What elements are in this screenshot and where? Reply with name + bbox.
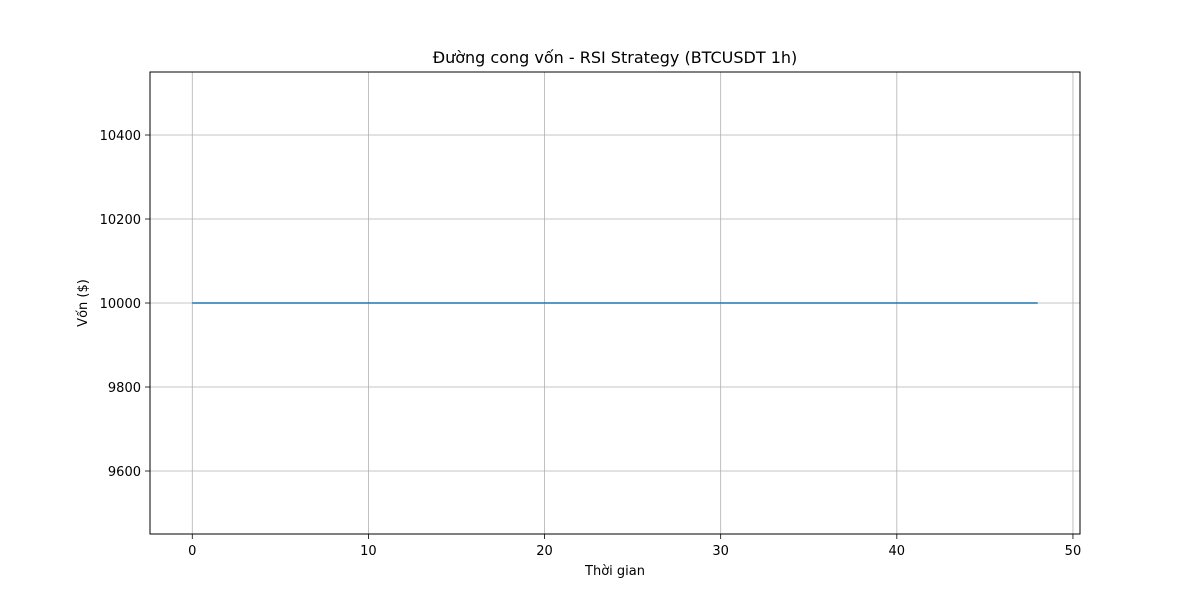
x-tick-label: 30 bbox=[712, 544, 729, 559]
y-axis-label: Vốn ($) bbox=[76, 279, 91, 327]
y-tick-label: 10000 bbox=[100, 297, 141, 312]
y-tick-label: 10400 bbox=[100, 129, 141, 144]
x-axis-label: Thời gian bbox=[584, 564, 645, 579]
chart-title: Đường cong vốn - RSI Strategy (BTCUSDT 1… bbox=[433, 48, 798, 67]
x-tick-label: 40 bbox=[889, 544, 906, 559]
x-tick-label: 10 bbox=[360, 544, 377, 559]
y-tick-label: 9600 bbox=[108, 465, 141, 480]
x-tick-label: 20 bbox=[536, 544, 553, 559]
x-tick-label: 0 bbox=[188, 544, 196, 559]
y-tick-label: 10200 bbox=[100, 213, 141, 228]
ticks: 0 10 20 30 40 50 9600 9800 10000 10200 10400 bbox=[100, 129, 1082, 559]
x-tick-label: 50 bbox=[1065, 544, 1082, 559]
y-tick-label: 9800 bbox=[108, 381, 141, 396]
